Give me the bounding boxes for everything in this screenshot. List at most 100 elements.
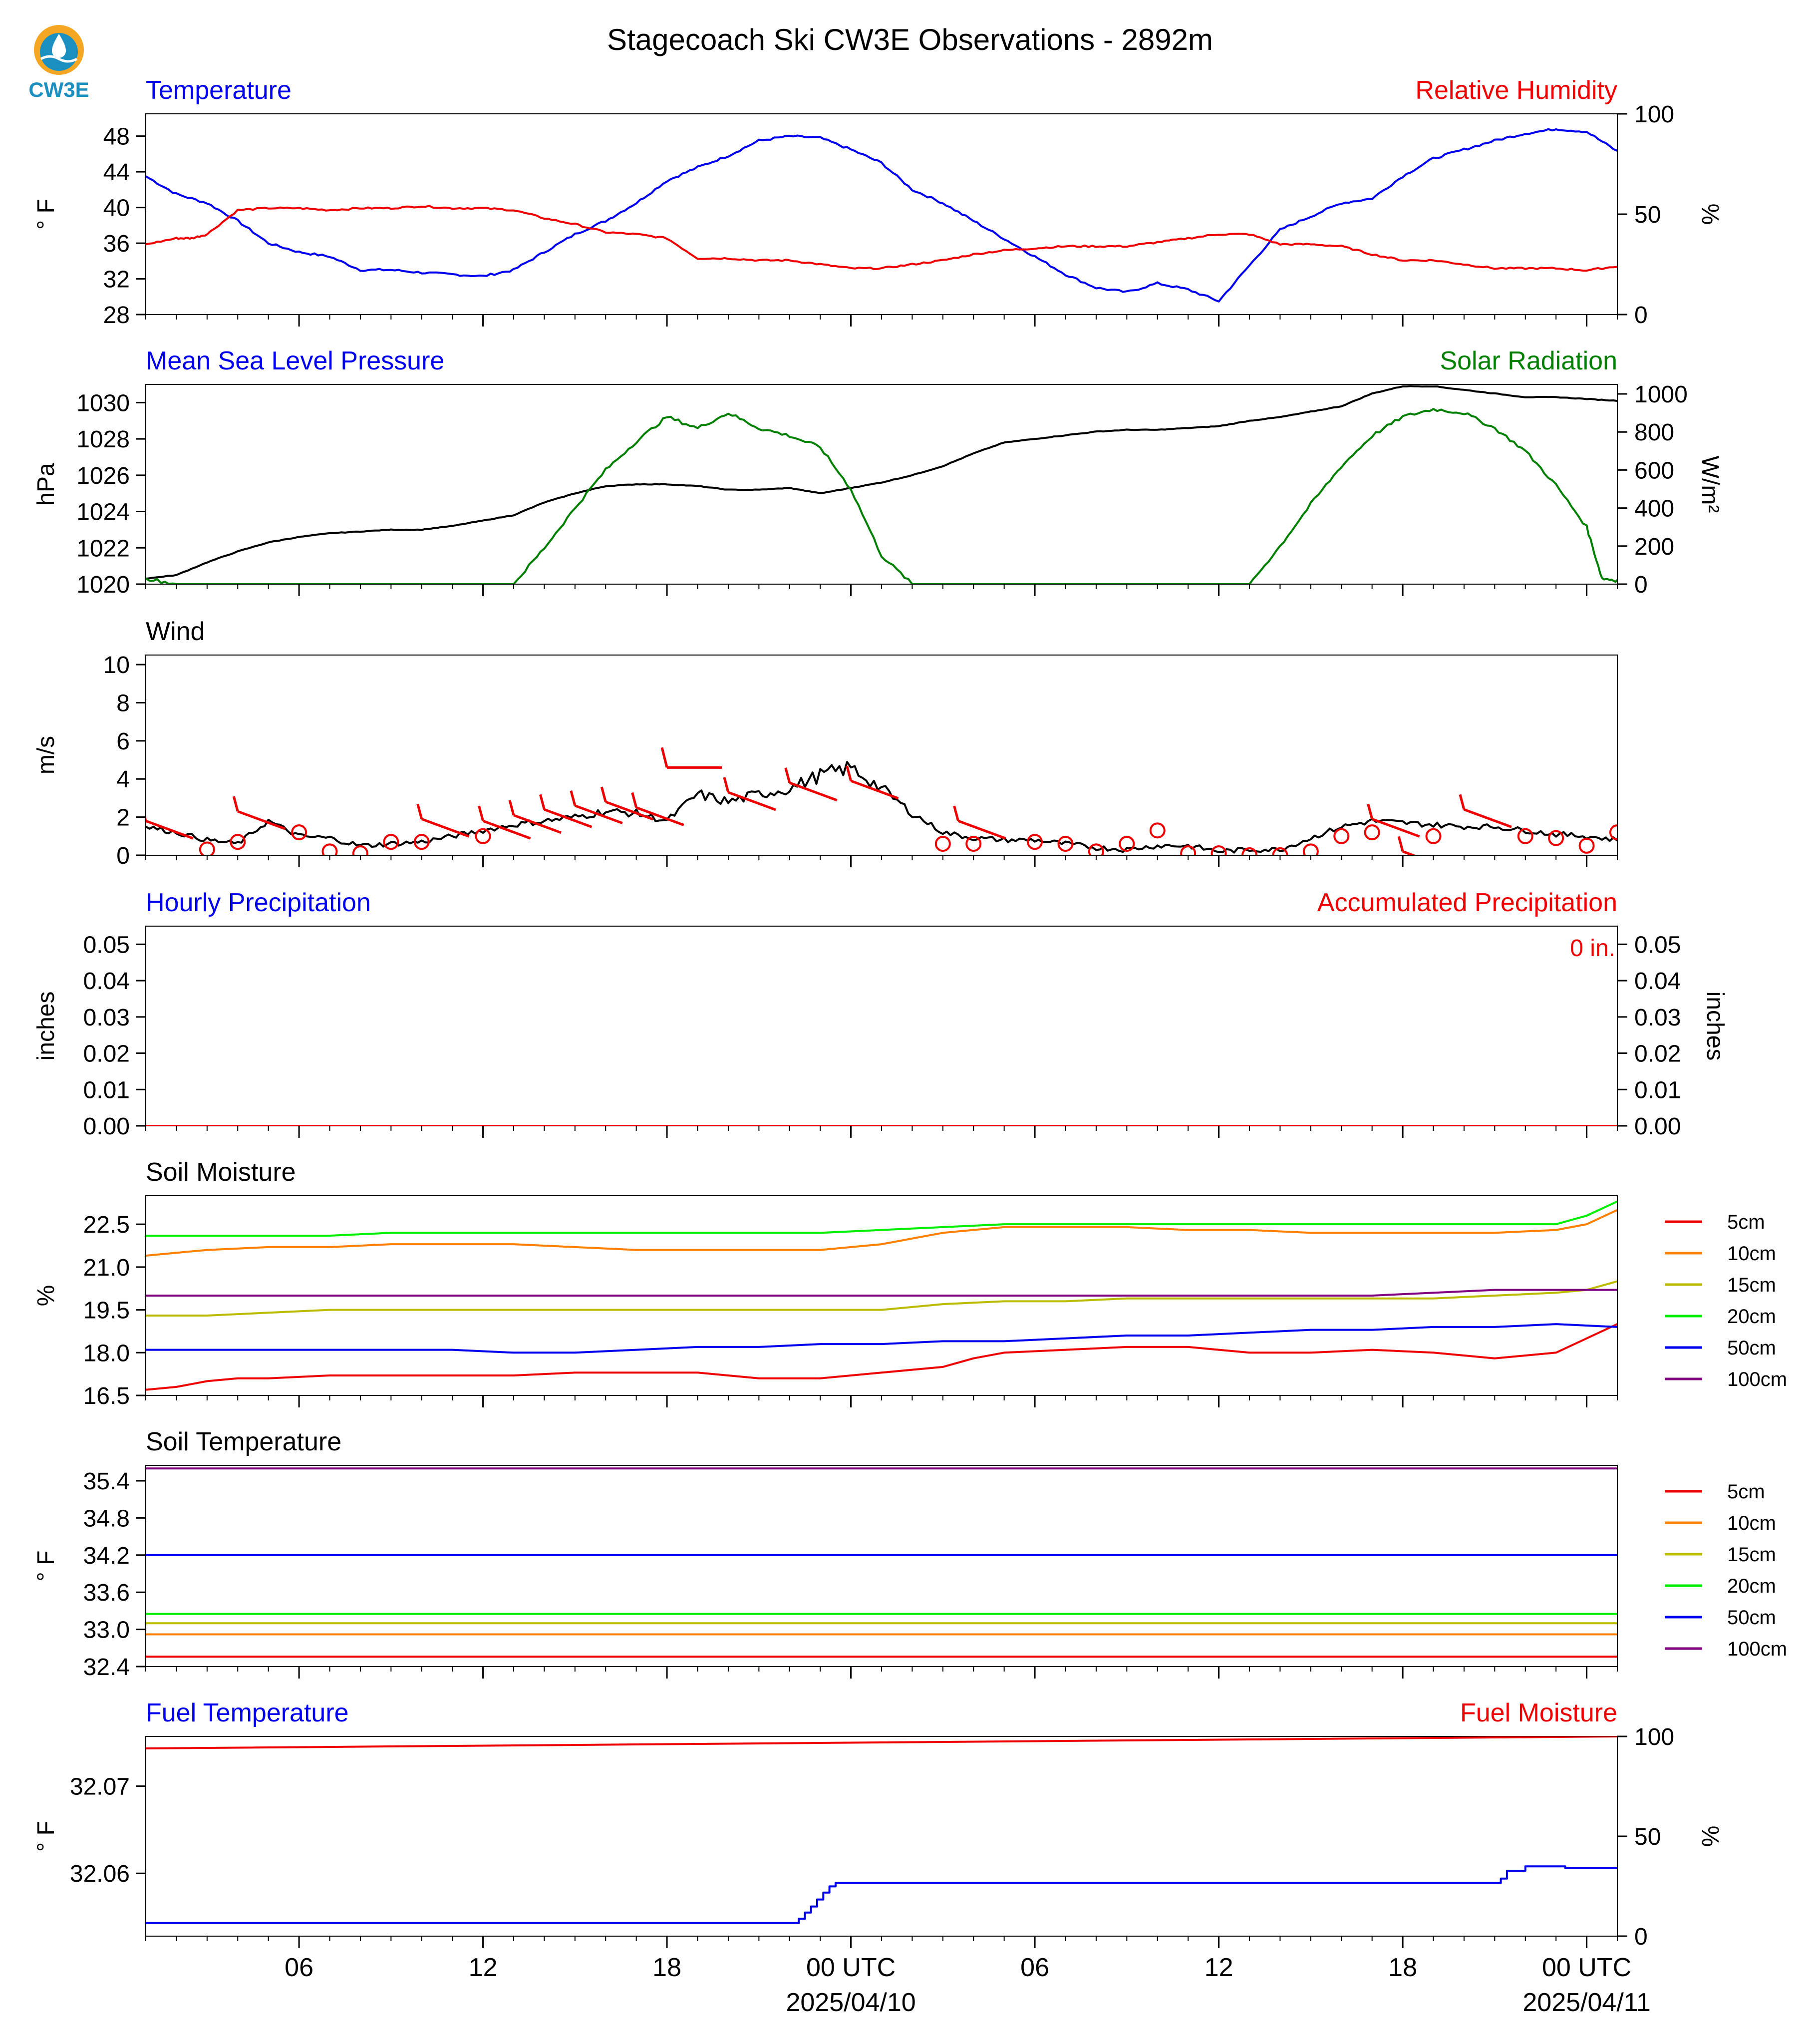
y-tick-label: 33.0 (83, 1617, 130, 1644)
panel-soil_moisture: Soil Moisture 16.5 18.0 19.5 21.0 22.5% 5cm 10c… (33, 1158, 1787, 1409)
y-tick-label: 32.07 (70, 1774, 130, 1800)
wind-barb-shaft (539, 794, 593, 828)
y-axis-label: % (33, 1285, 59, 1307)
wind-barb-shaft (416, 803, 470, 838)
wind-calm-marker (1149, 822, 1166, 839)
y2-tick-label: 50 (1634, 202, 1661, 228)
panel-title-right: Relative Humidity (1415, 76, 1617, 105)
wind-barb (631, 792, 684, 826)
wind-calm-marker (1180, 845, 1197, 855)
y-tick-label: 21.0 (83, 1255, 130, 1281)
y-tick-label: 2 (116, 805, 130, 831)
y-tick-label: 0.05 (83, 932, 130, 958)
y-tick-label: 40 (103, 195, 130, 222)
y2-tick-label: 400 (1634, 496, 1674, 522)
wind-barb (1397, 836, 1417, 855)
series-group (146, 1200, 1617, 1391)
figure-title: Stagecoach Ski CW3E Observations - 2892m (607, 23, 1213, 56)
wind-calm-marker (1088, 843, 1104, 855)
y-axis-label: ° F (33, 199, 59, 230)
series-line-right (146, 408, 1617, 584)
wind-calm-marker (413, 834, 430, 850)
y-tick-label: 10 (103, 652, 130, 678)
wind-barb-shaft (570, 790, 623, 825)
legend-label: 5cm (1727, 1211, 1765, 1233)
wind-barb-shaft (232, 796, 286, 830)
y2-tick-label: 1000 (1634, 381, 1688, 408)
wind-barb (1459, 794, 1512, 828)
wind-calm-marker (230, 834, 246, 850)
x-tick-label: 00 UTC (806, 1953, 896, 1982)
wind-barb-shaft (478, 805, 531, 840)
y2-axis-label: % (1697, 204, 1723, 225)
series-group (146, 1736, 1617, 1924)
y2-tick-label: 0 (1634, 302, 1648, 329)
panel-temp_rh: Temperature Relative Humidity 28 32 36 40 44 48… (33, 76, 1723, 329)
x-tick-label: 12 (469, 1953, 498, 1982)
cw3e-logo: CW3E (28, 25, 89, 101)
wind-barb (846, 765, 899, 800)
wind-barb-shaft (600, 786, 654, 821)
wind-calm-marker (1027, 834, 1043, 850)
wind-calm-marker (1609, 824, 1617, 841)
wind-barb-shaft (1367, 803, 1420, 838)
y2-axis-label: W/m² (1697, 456, 1723, 513)
series-line-50cm (146, 1323, 1617, 1354)
panel-title-left: Soil Temperature (146, 1427, 341, 1456)
plot-frame (145, 113, 1618, 315)
legend-label: 100cm (1727, 1368, 1787, 1390)
y-axis-label: hPa (33, 463, 59, 506)
wind-barb-shaft (784, 767, 838, 802)
wind-barb (1367, 803, 1420, 838)
series-group (146, 128, 1617, 303)
wind-barb (539, 794, 593, 828)
series-line-100cm (146, 1289, 1617, 1297)
y2-tick-label: 0.00 (1634, 1113, 1681, 1140)
y-tick-label: 22.5 (83, 1212, 130, 1238)
wind-barb (600, 786, 654, 821)
wind-calm-marker (1241, 847, 1257, 855)
wind-calm-marker (1119, 836, 1135, 852)
y2-tick-label: 0.04 (1634, 968, 1681, 995)
y-tick-label: 1020 (76, 572, 130, 598)
series-line-20cm (146, 1200, 1617, 1237)
y-tick-label: 16.5 (83, 1383, 130, 1409)
wind-calm-marker (965, 836, 982, 852)
wind-barb (570, 790, 623, 825)
accumulated-total-label: 0 in. (1570, 935, 1615, 962)
legend-label: 50cm (1727, 1607, 1776, 1629)
series-line-10cm (146, 1209, 1617, 1257)
wind-calm-marker (1272, 847, 1288, 855)
wind-barb (416, 803, 470, 838)
panel-fuel: Fuel Temperature Fuel Moisture 32.06 32.07 °… (33, 1698, 1723, 1950)
y-tick-label: 48 (103, 124, 130, 150)
y-tick-label: 35.4 (83, 1468, 130, 1495)
panel-wind: Wind 0 2 4 6 8 10 m/s (33, 617, 1618, 869)
series-group (146, 385, 1617, 584)
legend-label: 20cm (1727, 1575, 1776, 1597)
wind-barb-shaft (1459, 794, 1512, 828)
series-line-left (146, 385, 1617, 580)
y-tick-label: 1028 (76, 426, 130, 453)
y2-tick-label: 100 (1634, 101, 1674, 128)
wind-barb-shaft (508, 800, 562, 834)
wind-calm-marker (383, 834, 399, 850)
y-tick-label: 1022 (76, 535, 130, 562)
y-axis-label: inches (33, 992, 59, 1061)
legend-label: 50cm (1727, 1337, 1776, 1359)
y-tick-label: 19.5 (83, 1298, 130, 1324)
y2-tick-label: 100 (1634, 1724, 1674, 1750)
y-tick-label: 32.06 (70, 1861, 130, 1887)
series-line-left (146, 1865, 1617, 1924)
series-line-5cm (146, 1323, 1617, 1391)
wind-calm-marker (1057, 836, 1074, 852)
y2-tick-label: 0.03 (1634, 1005, 1681, 1031)
y-tick-label: 0.00 (83, 1113, 130, 1140)
legend-label: 15cm (1727, 1544, 1776, 1566)
wind-barb (478, 805, 531, 840)
wind-barb-shaft (146, 816, 194, 840)
y-tick-label: 1024 (76, 499, 130, 526)
wind-calm-marker (1578, 837, 1595, 854)
